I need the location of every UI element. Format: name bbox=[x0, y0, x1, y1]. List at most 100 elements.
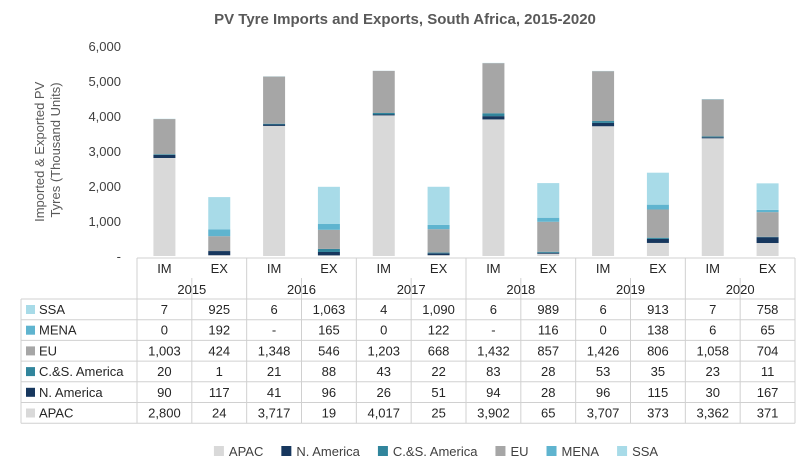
bar-mena bbox=[537, 217, 560, 222]
bar-n-america bbox=[701, 137, 724, 139]
x-category-label: EX bbox=[320, 261, 338, 276]
y-tick-label: 5,000 bbox=[88, 74, 121, 89]
bar-c-s-america bbox=[317, 248, 340, 252]
bar-c-s-america bbox=[372, 112, 395, 115]
table-cell: 25 bbox=[431, 406, 445, 421]
bar-apac bbox=[263, 125, 286, 256]
table-cell: 96 bbox=[322, 385, 336, 400]
table-row-mena: MENA 0 192 - 165 0 122 - 116 0 138 6 65 bbox=[26, 323, 775, 338]
bar-n-america bbox=[208, 251, 231, 256]
legend-label: EU bbox=[510, 444, 528, 459]
x-year-label: 2018 bbox=[506, 282, 535, 297]
bar-n-america bbox=[537, 252, 560, 254]
table-cell: 4 bbox=[380, 302, 387, 317]
table-row-label: EU bbox=[39, 343, 57, 358]
table-cell: 167 bbox=[757, 385, 779, 400]
table-cell: 1,063 bbox=[313, 302, 346, 317]
table-swatch bbox=[26, 408, 35, 418]
table-cell: 138 bbox=[647, 323, 669, 338]
y-tick-label: 3,000 bbox=[88, 144, 121, 159]
legend-swatch bbox=[546, 446, 557, 456]
table-cell: 0 bbox=[161, 323, 168, 338]
bar-apac bbox=[592, 126, 615, 256]
table-cell: 122 bbox=[428, 323, 450, 338]
bar-apac bbox=[646, 242, 669, 256]
legend-label: C.&S. America bbox=[393, 444, 478, 459]
bar-eu bbox=[263, 76, 286, 124]
y-tick-label: 1,000 bbox=[88, 214, 121, 229]
bar-c-s-america bbox=[592, 121, 615, 123]
table-cell: 0 bbox=[599, 323, 606, 338]
legend-swatch bbox=[617, 446, 628, 456]
y-axis-label-line-1: Imported & Exported PV bbox=[32, 81, 47, 222]
table-cell: 7 bbox=[161, 302, 168, 317]
bar-eu bbox=[646, 209, 669, 238]
x-category-label: IM bbox=[377, 261, 391, 276]
table-cell: 1,432 bbox=[477, 343, 510, 358]
table-cell: 192 bbox=[208, 323, 230, 338]
bar-n-america bbox=[482, 116, 505, 120]
table-cell: - bbox=[272, 323, 276, 338]
x-category-label: EX bbox=[649, 261, 667, 276]
table-cell: 704 bbox=[757, 343, 779, 358]
y-tick-label: - bbox=[117, 249, 121, 264]
bar-ssa bbox=[646, 172, 669, 205]
legend-swatch bbox=[213, 446, 224, 456]
x-category-label: EX bbox=[759, 261, 777, 276]
bar-eu bbox=[208, 236, 231, 252]
bar-apac bbox=[537, 253, 560, 256]
table-row-label: C.&S. America bbox=[39, 364, 124, 379]
table-cell: 35 bbox=[651, 364, 665, 379]
bar-eu bbox=[537, 221, 560, 252]
table-cell: 11 bbox=[761, 364, 775, 379]
bar-c-s-america bbox=[646, 237, 669, 239]
bar-c-s-america bbox=[701, 136, 724, 138]
bar-apac bbox=[427, 255, 450, 256]
table-cell: 668 bbox=[428, 343, 450, 358]
table-cell: 989 bbox=[537, 302, 559, 317]
bar-ssa bbox=[537, 183, 560, 218]
bar-mena bbox=[646, 204, 669, 210]
bar-ssa bbox=[756, 183, 779, 210]
table-cell: - bbox=[491, 323, 495, 338]
bar-c-s-america bbox=[427, 252, 450, 254]
table-cell: 65 bbox=[760, 323, 774, 338]
bar-n-america bbox=[592, 122, 615, 127]
y-tick-label: 2,000 bbox=[88, 179, 121, 194]
bar-c-s-america bbox=[263, 123, 286, 125]
table-row-n-america: N. America 90 117 41 96 26 51 94 28 96 115 30 167 bbox=[26, 385, 778, 400]
legend-label: N. America bbox=[296, 444, 360, 459]
table-cell: 371 bbox=[757, 406, 779, 421]
legend-item-c-s-america: C.&S. America bbox=[377, 444, 478, 459]
table-swatch bbox=[26, 367, 35, 377]
table-cell: 1,003 bbox=[148, 343, 181, 358]
table-swatch bbox=[26, 325, 35, 335]
bar-eu bbox=[372, 70, 395, 113]
bar-ssa bbox=[427, 186, 450, 225]
table-cell: 6 bbox=[709, 323, 716, 338]
table-cell: 20 bbox=[157, 364, 171, 379]
bar-ssa bbox=[317, 186, 340, 225]
table-cell: 83 bbox=[486, 364, 500, 379]
table-cell: 913 bbox=[647, 302, 669, 317]
table-cell: 24 bbox=[212, 406, 226, 421]
table-cell: 1,426 bbox=[587, 343, 620, 358]
table-cell: 53 bbox=[596, 364, 610, 379]
table-cell: 115 bbox=[648, 385, 669, 400]
table-cell: 857 bbox=[537, 343, 559, 358]
table-cell: 1,058 bbox=[696, 343, 729, 358]
table-cell: 96 bbox=[596, 385, 610, 400]
bar-n-america bbox=[263, 124, 286, 126]
bar-apac bbox=[701, 138, 724, 256]
table-row-ssa: SSA 7 925 6 1,063 4 1,090 6 989 6 913 7 758 bbox=[26, 302, 778, 317]
legend-label: SSA bbox=[632, 444, 658, 459]
y-axis-ticks: - 1,000 2,000 3,000 4,000 5,000 6,000 bbox=[88, 39, 121, 264]
table-row-eu: EU 1,003 424 1,348 546 1,203 668 1,432 857 1,426 8… bbox=[26, 343, 778, 358]
legend-item-eu: EU bbox=[495, 444, 529, 459]
table-cell: 7 bbox=[709, 302, 716, 317]
table-cell: 1,090 bbox=[422, 302, 455, 317]
table-cell: 51 bbox=[431, 385, 445, 400]
bar-apac bbox=[153, 158, 176, 256]
